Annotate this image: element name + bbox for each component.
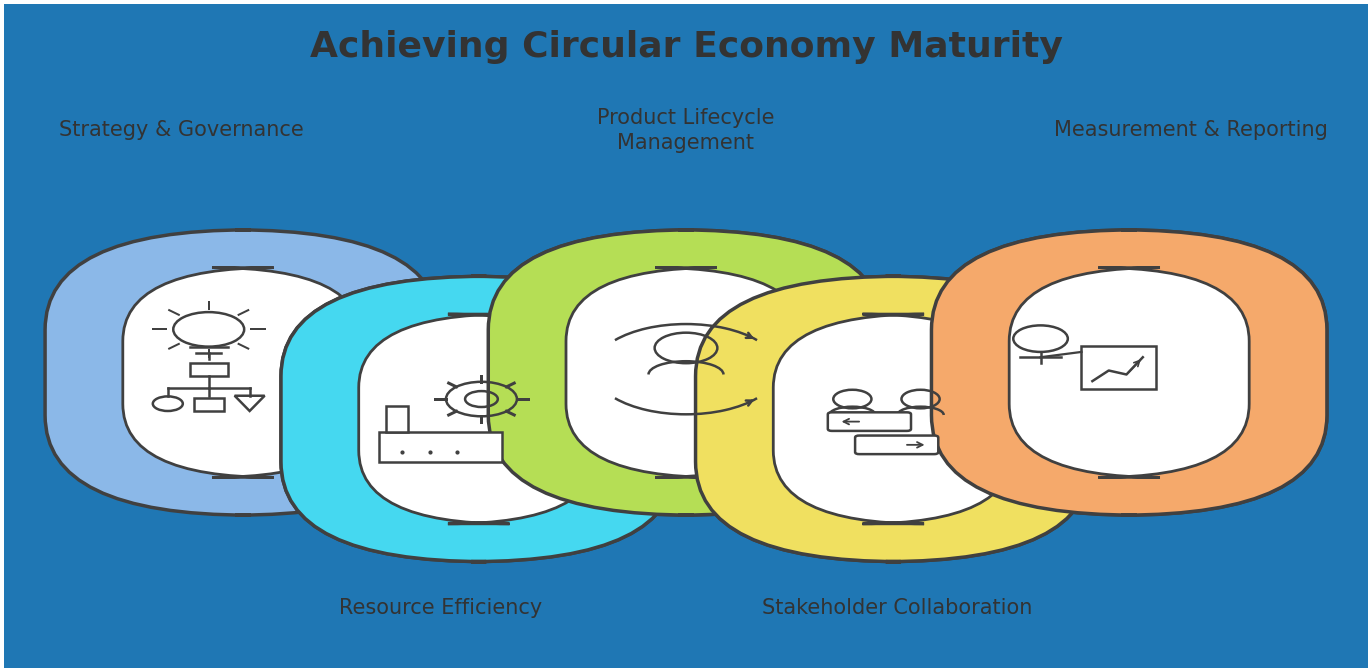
FancyBboxPatch shape bbox=[932, 230, 1327, 515]
Text: Stakeholder Collaboration: Stakeholder Collaboration bbox=[763, 598, 1033, 618]
Text: Measurement & Reporting: Measurement & Reporting bbox=[1054, 120, 1328, 140]
FancyBboxPatch shape bbox=[774, 314, 1014, 523]
FancyBboxPatch shape bbox=[827, 413, 911, 431]
Text: Resource Efficiency: Resource Efficiency bbox=[339, 598, 542, 618]
FancyBboxPatch shape bbox=[1081, 346, 1157, 389]
FancyBboxPatch shape bbox=[567, 267, 805, 477]
FancyBboxPatch shape bbox=[1010, 267, 1249, 477]
FancyBboxPatch shape bbox=[281, 276, 676, 562]
Text: Product Lifecycle
Management: Product Lifecycle Management bbox=[597, 108, 775, 153]
FancyBboxPatch shape bbox=[379, 432, 502, 462]
FancyBboxPatch shape bbox=[193, 398, 224, 411]
FancyBboxPatch shape bbox=[189, 363, 228, 376]
FancyBboxPatch shape bbox=[855, 435, 938, 454]
FancyBboxPatch shape bbox=[774, 314, 1014, 523]
FancyBboxPatch shape bbox=[488, 230, 884, 515]
FancyBboxPatch shape bbox=[932, 230, 1327, 515]
FancyBboxPatch shape bbox=[123, 267, 362, 477]
Text: Strategy & Governance: Strategy & Governance bbox=[59, 120, 303, 140]
FancyBboxPatch shape bbox=[696, 276, 1091, 562]
FancyBboxPatch shape bbox=[45, 230, 440, 515]
FancyBboxPatch shape bbox=[488, 230, 884, 515]
Text: Achieving Circular Economy Maturity: Achieving Circular Economy Maturity bbox=[310, 30, 1062, 65]
FancyBboxPatch shape bbox=[696, 276, 1091, 562]
FancyBboxPatch shape bbox=[386, 406, 407, 432]
FancyBboxPatch shape bbox=[358, 314, 598, 523]
FancyBboxPatch shape bbox=[567, 267, 805, 477]
FancyBboxPatch shape bbox=[281, 276, 676, 562]
FancyBboxPatch shape bbox=[358, 314, 598, 523]
FancyBboxPatch shape bbox=[1010, 267, 1249, 477]
